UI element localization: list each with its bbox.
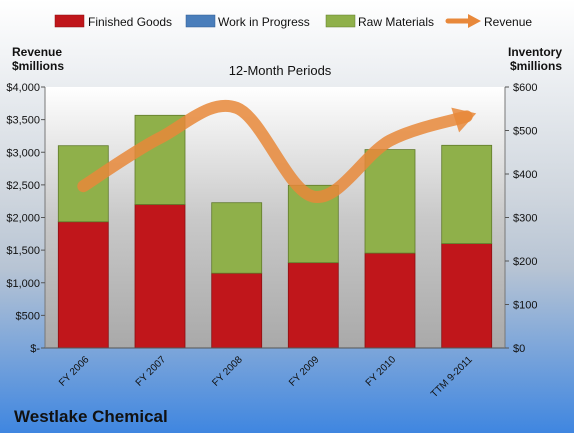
left-tick-label: $500 xyxy=(16,310,40,322)
left-tick-label: $2,500 xyxy=(6,180,40,192)
revenue-line xyxy=(77,99,473,203)
right-axis-title-line2: $millions xyxy=(510,59,562,73)
left-tick-label: $2,000 xyxy=(6,213,40,225)
left-tick-label: $1,000 xyxy=(6,278,40,290)
right-tick-label: $600 xyxy=(513,82,537,94)
legend-swatch-revenue-arrowhead xyxy=(468,14,481,28)
bars-layer xyxy=(57,114,493,349)
bar-raw-materials-ttm-9-2011 xyxy=(441,144,493,245)
bar-raw-materials-fy-2010 xyxy=(364,149,416,254)
left-axis-title-line2: $millions xyxy=(12,59,64,73)
left-tick-label: $1,500 xyxy=(6,245,40,257)
company-name: Westlake Chemical xyxy=(14,407,168,426)
left-tick-label: $- xyxy=(30,343,40,355)
legend: Finished Goods Work in Progress Raw Mate… xyxy=(54,14,532,29)
right-tick-label: $400 xyxy=(513,169,537,181)
right-axis-ticks: $0 $100 $200 $300 $400 $500 $600 xyxy=(505,82,537,355)
right-tick-label: $200 xyxy=(513,256,537,268)
legend-swatch-finished-goods xyxy=(54,14,85,28)
bar-finished-goods-ttm-9-2011 xyxy=(441,243,493,349)
revenue-line-arrowhead xyxy=(451,107,477,133)
right-tick-label: $100 xyxy=(513,300,537,312)
bar-finished-goods-fy-2009 xyxy=(287,262,339,349)
bar-finished-goods-fy-2008 xyxy=(211,272,263,349)
right-tick-label: $300 xyxy=(513,213,537,225)
left-axis-ticks: $- $500 $1,000 $1,500 $2,000 $2,500 $3,000 $3,5… xyxy=(6,82,45,355)
left-axis-title-line1: Revenue xyxy=(12,45,62,59)
legend-label-finished-goods: Finished Goods xyxy=(88,15,172,29)
legend-label-revenue: Revenue xyxy=(484,15,532,29)
left-tick-label: $3,500 xyxy=(6,115,40,127)
bar-finished-goods-fy-2010 xyxy=(364,252,416,349)
right-tick-label: $0 xyxy=(513,343,525,355)
right-tick-label: $500 xyxy=(513,126,537,138)
left-tick-label: $4,000 xyxy=(6,82,40,94)
legend-swatch-work-in-progress xyxy=(185,14,216,28)
right-axis-title-line1: Inventory xyxy=(508,45,562,59)
legend-swatch-raw-materials xyxy=(325,14,356,28)
left-tick-label: $3,000 xyxy=(6,147,40,159)
revenue-line-layer xyxy=(77,99,477,203)
bar-finished-goods-fy-2007 xyxy=(134,203,186,349)
legend-label-work-in-progress: Work in Progress xyxy=(218,15,310,29)
bar-raw-materials-fy-2008 xyxy=(211,202,263,274)
legend-label-raw-materials: Raw Materials xyxy=(358,15,434,29)
bar-finished-goods-fy-2006 xyxy=(57,221,109,349)
chart-subtitle: 12-Month Periods xyxy=(229,63,332,78)
